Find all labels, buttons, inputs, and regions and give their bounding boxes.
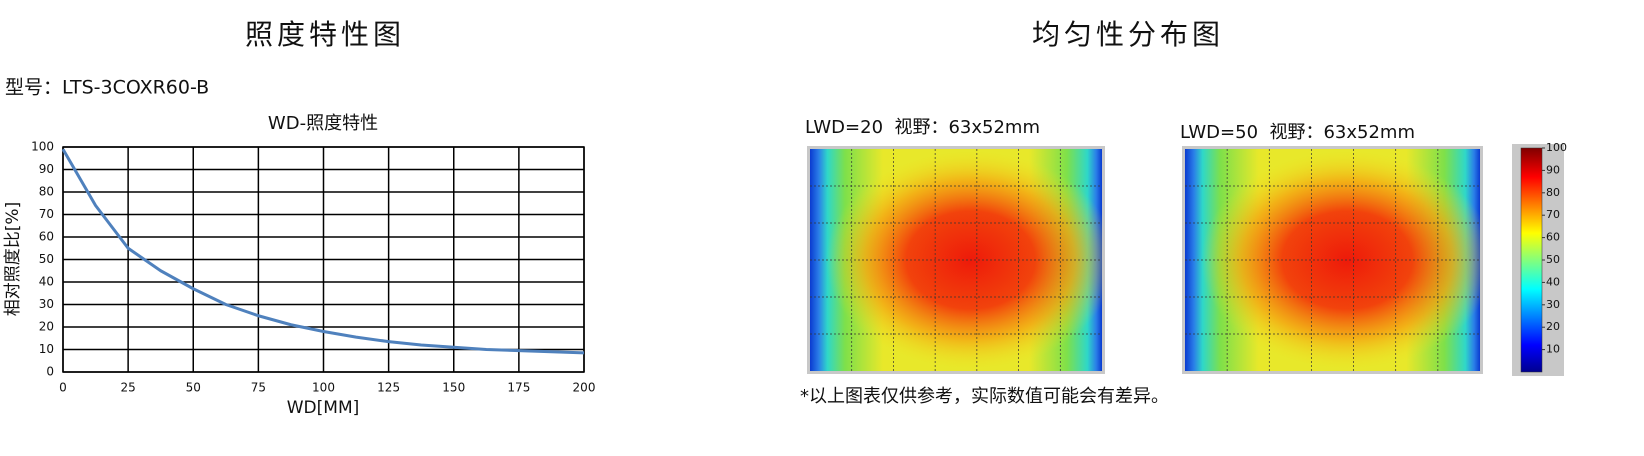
x-tick-label: 25 — [120, 381, 135, 395]
y-tick-label: 50 — [39, 252, 54, 266]
x-tick-label: 75 — [251, 381, 266, 395]
x-tick-label: 0 — [59, 381, 67, 395]
y-axis-label: 相对照度比[%] — [3, 202, 23, 316]
colorbar-label: 10 — [1546, 343, 1560, 356]
header: 照度特性图 — [245, 18, 405, 51]
y-tick-label: 10 — [39, 342, 54, 356]
header: 均匀性分布图 — [1032, 18, 1224, 51]
colorbar-label: 30 — [1546, 298, 1560, 311]
colorbar-label: 90 — [1546, 163, 1560, 176]
y-tick-label: 100 — [31, 140, 54, 154]
y-tick-label: 30 — [39, 297, 54, 311]
panel-title: LWD=50 视野：63x52mm — [1180, 122, 1415, 143]
x-tick-label: 100 — [312, 381, 335, 395]
chart-title: WD-照度特性 — [268, 113, 378, 134]
colorbar-label: 50 — [1546, 253, 1560, 266]
y-tick-label: 70 — [39, 207, 54, 221]
y-tick-label: 80 — [39, 185, 54, 199]
colorbar-label: 40 — [1546, 275, 1560, 288]
x-tick-label: 125 — [377, 381, 400, 395]
y-tick-label: 60 — [39, 230, 54, 244]
x-tick-label: 200 — [573, 381, 596, 395]
y-tick-label: 0 — [46, 365, 54, 379]
colorbar-label: 80 — [1546, 186, 1560, 199]
colorbar-label: 60 — [1546, 231, 1560, 244]
y-tick-label: 40 — [39, 275, 54, 289]
x-tick-label: 50 — [186, 381, 201, 395]
note: *以上图表仅供参考，实际数值可能会有差异。 — [800, 386, 1169, 407]
colorbar-label: 20 — [1546, 320, 1560, 333]
colorbar-label: 70 — [1546, 208, 1560, 221]
model: 型号：LTS-3COXR60-B — [5, 77, 209, 99]
x-tick-label: 150 — [442, 381, 465, 395]
x-tick-label: 175 — [507, 381, 530, 395]
x-axis-label: WD[MM] — [287, 398, 360, 418]
panel-title: LWD=20 视野：63x52mm — [805, 117, 1040, 138]
colorbar-label: 100 — [1546, 141, 1567, 154]
line-series — [61, 148, 585, 355]
plot-border — [62, 146, 585, 373]
colorbar — [1520, 147, 1543, 373]
y-tick-label: 90 — [39, 162, 54, 176]
y-tick-label: 20 — [39, 320, 54, 334]
